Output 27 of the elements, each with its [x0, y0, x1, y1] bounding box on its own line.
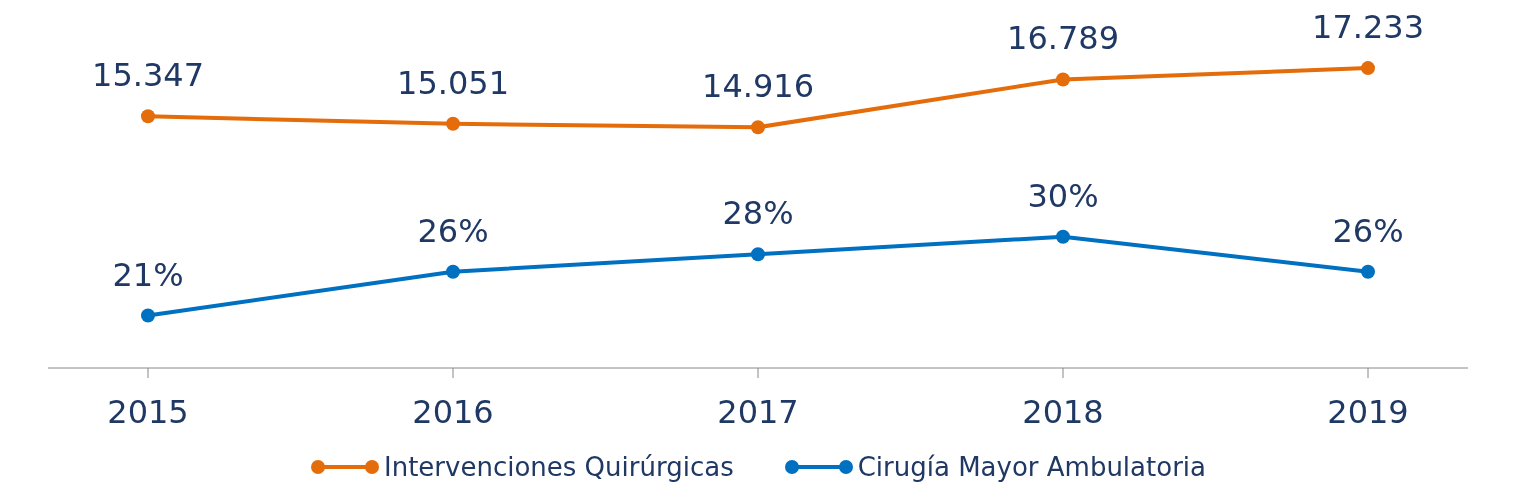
point: [751, 247, 765, 262]
data-label: 28%: [722, 194, 794, 233]
point: [1361, 61, 1375, 76]
point: [141, 308, 155, 323]
data-label: 17.233: [1312, 8, 1424, 47]
x-tick-label: 2017: [717, 392, 799, 431]
point: [141, 109, 155, 124]
point: [1361, 264, 1375, 279]
point: [446, 264, 460, 279]
data-label: 16.789: [1007, 19, 1119, 58]
data-label: 26%: [1332, 211, 1404, 250]
legend-label: Cirugía Mayor Ambulatoria: [856, 452, 1206, 482]
x-tick-label: 2016: [412, 392, 494, 431]
data-label: 15.347: [92, 56, 204, 95]
data-label: 30%: [1027, 176, 1099, 215]
point: [1056, 229, 1070, 244]
data-label: 14.916: [702, 67, 814, 106]
x-tick-label: 2018: [1022, 392, 1104, 431]
data-label: 21%: [112, 255, 184, 294]
point: [1056, 72, 1070, 87]
legend-label: Intervenciones Quirúrgicas: [383, 452, 734, 482]
data-label: 26%: [417, 211, 489, 250]
point: [751, 120, 765, 135]
point: [446, 116, 460, 131]
x-tick-label: 2019: [1327, 392, 1409, 431]
x-tick-label: 2015: [107, 392, 189, 431]
data-label: 15.051: [397, 63, 509, 102]
